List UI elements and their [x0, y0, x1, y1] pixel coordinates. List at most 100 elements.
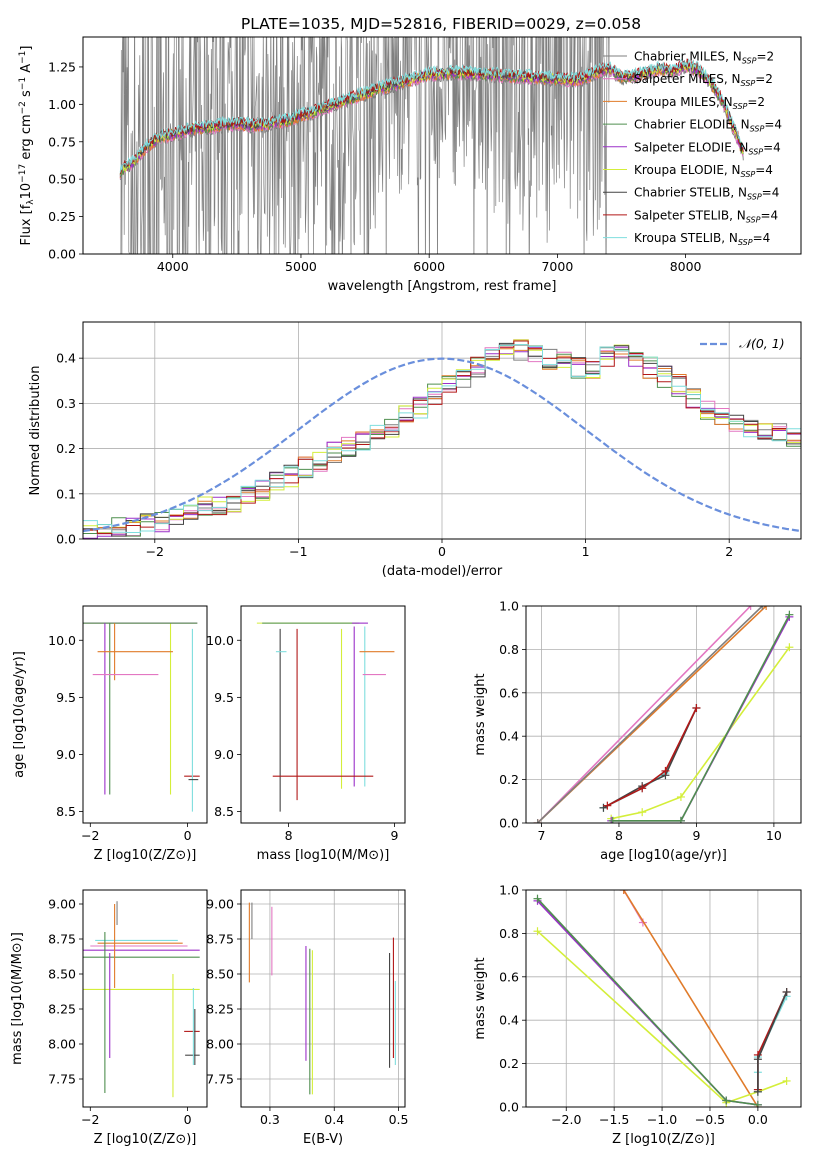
point-marker	[599, 803, 608, 812]
x-axis-label: Z [log10(Z/Z⊙)]	[94, 1132, 197, 1147]
y-tick-label: 0.3	[56, 396, 76, 411]
point-marker	[533, 819, 542, 823]
y-tick-label: 0.0	[499, 1100, 519, 1115]
series-chabrier_stelib	[603, 707, 698, 809]
y-tick-label: 0.6	[499, 969, 519, 984]
axes-frame	[240, 605, 406, 824]
axes-frame	[525, 889, 802, 1108]
x-tick-label: 0.5	[389, 1112, 409, 1127]
y-axis-label: Normed distribution	[28, 366, 43, 496]
legend-label: Chabrier ELODIE, NSSP=4	[634, 118, 782, 134]
plot-area-mass_weight_vs_age	[526, 606, 801, 823]
series-salpeter_stelib	[606, 707, 698, 807]
y-tick-label: 9.0	[56, 747, 76, 762]
point-marker	[638, 808, 647, 817]
axes-mass_weight_vs_age: 7 8 9 10 0.0 0.2 0.4 0.6 0.8 1.0 age [log10(age/yr…	[473, 599, 802, 863]
y-tick-label: 8.5	[214, 804, 234, 819]
y-tick-label: 0.00	[48, 247, 76, 262]
x-axis-label: age [log10(age/yr)]	[600, 848, 727, 863]
axes-mass_vs_ebv: 0.3 0.4 0.5 7.75 8.00 8.25 8.50 8.75 9.00 E(B-V)	[206, 889, 409, 1147]
legend: Chabrier MILES, NSSP=2 Salpeter MILES, NS…	[603, 50, 782, 247]
series-chabrier_miles	[537, 606, 763, 823]
point-marker	[785, 643, 794, 652]
y-tick-label: 8.50	[206, 967, 234, 982]
normal-curve	[83, 357, 801, 533]
point-marker	[676, 792, 685, 801]
y-axis-label: Flux [fλ10−17 erg cm−2 s−1 A−1]	[18, 46, 36, 246]
y-tick-label: 1.0	[499, 883, 519, 898]
charts-layer: 4000 5000 6000 7000 80000.000.250.500.751.00…	[10, 36, 802, 1147]
x-tick-label: 8	[615, 828, 623, 843]
y-tick-label: 10.0	[48, 633, 76, 648]
x-tick-label: 1	[582, 544, 590, 559]
y-tick-label: 7.75	[206, 1072, 234, 1087]
x-tick-label: −1.0	[647, 1112, 677, 1127]
series-salpeter_miles	[537, 606, 752, 823]
x-axis-label: wavelength [Angstrom, rest frame]	[328, 279, 557, 294]
x-tick-label: −0.5	[695, 1112, 725, 1127]
y-tick-label: 0.4	[499, 1013, 519, 1028]
histogram-kroupa_stelib	[83, 344, 801, 533]
x-tick-label: 4000	[157, 259, 189, 274]
x-tick-label: 0.0	[748, 1112, 768, 1127]
histogram-kroupa_elodie	[83, 339, 801, 534]
x-tick-label: 7000	[541, 259, 573, 274]
y-tick-label: 8.5	[56, 804, 76, 819]
axes-frame	[240, 889, 406, 1108]
x-tick-label: −2	[81, 828, 99, 843]
y-tick-label: 0.4	[499, 729, 519, 744]
x-axis-label: mass [log10(M/M⊙)]	[257, 848, 390, 863]
x-axis-label: Z [log10(Z/Z⊙)]	[94, 848, 197, 863]
y-tick-label: 8.25	[206, 1002, 234, 1017]
x-tick-label: 2	[725, 544, 733, 559]
point-marker	[533, 927, 542, 936]
axes-frame	[82, 321, 802, 540]
y-tick-label: 8.00	[48, 1037, 76, 1052]
y-tick-label: 0.2	[499, 1056, 519, 1071]
y-tick-label: 1.25	[48, 59, 76, 74]
point-marker	[608, 816, 617, 823]
y-tick-label: 9.5	[214, 690, 234, 705]
y-tick-label: 9.5	[56, 690, 76, 705]
x-tick-label: 10	[766, 828, 782, 843]
figure-title: PLATE=1035, MJD=52816, FIBERID=0029, z=0…	[241, 15, 641, 33]
errorbar-point	[83, 622, 198, 795]
y-tick-label: 8.75	[48, 932, 76, 947]
legend-label: Kroupa MILES, NSSP=2	[634, 95, 765, 111]
legend-label: Chabrier MILES, NSSP=2	[634, 50, 774, 66]
axes-mass_weight_vs_Z: −2.0 −1.5 −1.0 −0.5 0.0 0.0 0.2 0.4 0.6 0.8 1.0 Z […	[473, 883, 802, 1147]
y-tick-label: 0.8	[499, 642, 519, 657]
plot-area-mass_vs_Z	[83, 901, 200, 1098]
legend-label: Salpeter ELODIE, NSSP=4	[634, 140, 781, 156]
series-kroupa_elodie	[536, 930, 787, 1104]
series-kroupa_elodie	[611, 646, 791, 820]
y-tick-label: 9.0	[214, 747, 234, 762]
x-tick-label: 0	[438, 544, 446, 559]
point-marker	[692, 703, 701, 712]
axes-frame	[82, 36, 802, 255]
point-marker	[638, 784, 647, 793]
point-marker	[533, 894, 542, 903]
axes-frame	[525, 605, 802, 824]
y-tick-label: 0.2	[56, 441, 76, 456]
x-tick-label: −2	[146, 544, 164, 559]
x-tick-label: 9	[390, 828, 398, 843]
y-tick-label: 10.0	[206, 633, 234, 648]
x-tick-label: 9	[692, 828, 700, 843]
y-axis-label: mass weight	[473, 673, 488, 755]
y-tick-label: 0.6	[499, 685, 519, 700]
legend-label: 𝒩(0, 1)	[739, 336, 785, 351]
point-marker	[603, 801, 612, 810]
legend-label: Salpeter STELIB, NSSP=4	[634, 208, 778, 224]
x-tick-label: −1	[289, 544, 307, 559]
point-marker	[661, 766, 670, 775]
axes-age_vs_Z: −2 0 8.5 9.0 9.5 10.0 Z [log10(Z/Z⊙)] age [log1…	[12, 605, 208, 863]
plot-area-residuals	[83, 322, 801, 539]
series-kroupa_miles	[623, 890, 759, 1107]
plot-area-mass_vs_ebv	[241, 890, 405, 1107]
y-tick-label: 0.8	[499, 926, 519, 941]
point-marker	[785, 610, 794, 619]
point-marker	[753, 1055, 762, 1064]
y-tick-label: 1.0	[499, 599, 519, 614]
y-tick-label: 0.0	[56, 532, 76, 547]
